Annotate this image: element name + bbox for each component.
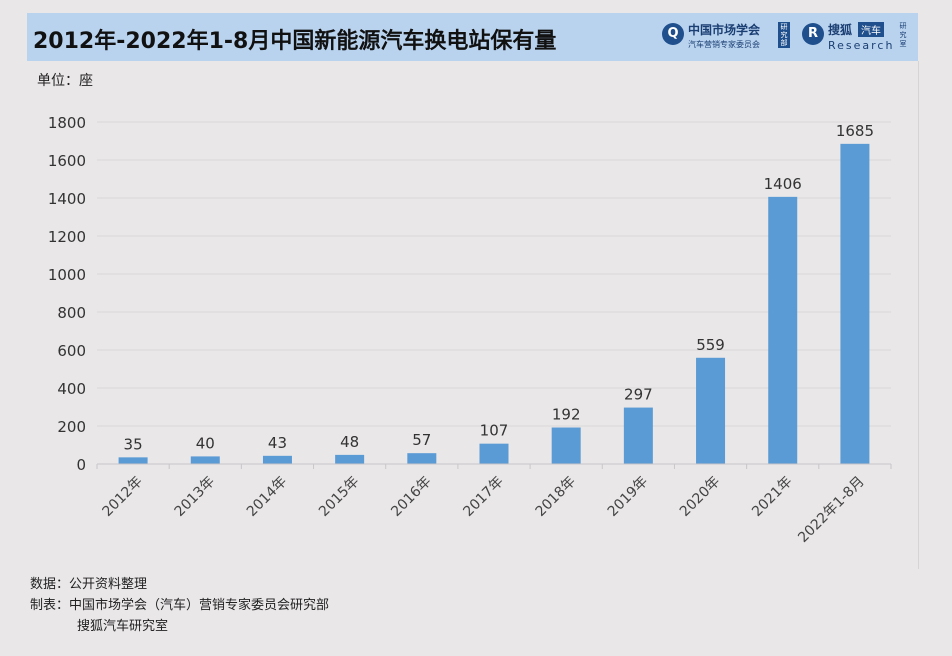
y-tick-label: 600 bbox=[57, 342, 86, 360]
x-tick-label: 2017年 bbox=[460, 474, 506, 520]
gridlines bbox=[97, 121, 891, 427]
y-tick-label: 0 bbox=[76, 456, 86, 474]
y-tick-label: 1000 bbox=[48, 266, 86, 284]
x-tick-label: 2015年 bbox=[316, 474, 362, 520]
y-tick-label: 1200 bbox=[48, 228, 86, 246]
bar bbox=[696, 357, 726, 464]
bar bbox=[479, 443, 509, 464]
data-label: 1685 bbox=[836, 122, 874, 140]
data-label: 1406 bbox=[764, 175, 802, 193]
x-tick-label: 2014年 bbox=[244, 474, 290, 520]
data-label: 107 bbox=[480, 422, 509, 440]
source-note: 数据：公开资料整理 bbox=[30, 577, 148, 592]
x-tick-label: 2022年1-8月 bbox=[795, 474, 867, 546]
unit-label: 单位：座 bbox=[37, 73, 93, 89]
y-tick-label: 800 bbox=[57, 304, 86, 322]
logo-r-icon: R bbox=[802, 23, 824, 45]
logo2-brand-text: 搜狐 bbox=[828, 23, 853, 37]
data-label: 43 bbox=[268, 434, 287, 452]
footer-notes: 数据：公开资料整理 制表：中国市场学会（汽车）营销专家委员会研究部 搜狐汽车研究… bbox=[30, 574, 329, 637]
x-tick-label: 2019年 bbox=[605, 474, 651, 520]
y-tick-label: 1600 bbox=[48, 152, 86, 170]
logo2-tag: 汽车 bbox=[858, 22, 884, 37]
data-label: 192 bbox=[552, 406, 581, 424]
x-tick-label: 2021年 bbox=[749, 474, 795, 520]
x-tick-label: 2018年 bbox=[533, 474, 579, 520]
y-tick-label: 400 bbox=[57, 380, 86, 398]
maker-note-2: 搜狐汽车研究室 bbox=[77, 619, 169, 634]
y-tick-label: 200 bbox=[57, 418, 86, 436]
bar bbox=[840, 143, 870, 464]
logo1-sub-text: 汽车营销专家委员会 bbox=[688, 40, 760, 49]
y-tick-label: 1400 bbox=[48, 190, 86, 208]
bar bbox=[623, 407, 653, 464]
bar bbox=[190, 456, 220, 464]
x-tick-label: 2012年 bbox=[100, 474, 146, 520]
data-label: 297 bbox=[624, 386, 653, 404]
x-tick-label: 2016年 bbox=[388, 474, 434, 520]
y-tick-label: 1800 bbox=[48, 114, 86, 132]
y-axis: 0 200 400 600 800 1000 1200 1400 1600 1800 bbox=[48, 114, 86, 474]
logo1-tag: 研究部 bbox=[778, 22, 790, 48]
bar bbox=[407, 453, 437, 464]
bar bbox=[551, 427, 581, 464]
bar bbox=[262, 455, 292, 464]
logo2-sub-text: Research bbox=[828, 39, 895, 52]
bar bbox=[335, 454, 365, 464]
maker-note: 制表：中国市场学会（汽车）营销专家委员会研究部 bbox=[30, 598, 330, 613]
x-tick-label: 2013年 bbox=[172, 474, 218, 520]
x-axis: 2012年 2013年 2014年 2015年 2016年 2017年 2018年 2019年… bbox=[96, 463, 892, 546]
data-label: 40 bbox=[196, 434, 215, 452]
logo1-main-text: 中国市场学会 bbox=[688, 23, 761, 37]
bar bbox=[768, 196, 798, 465]
bars: 35 40 43 48 57 107 192 297 559 1406 1685 bbox=[118, 122, 874, 465]
data-label: 57 bbox=[412, 431, 431, 449]
data-label: 48 bbox=[340, 433, 359, 451]
x-tick-label: 2020年 bbox=[677, 474, 723, 520]
bar bbox=[118, 457, 148, 464]
data-label: 35 bbox=[124, 435, 143, 453]
data-label: 559 bbox=[696, 336, 725, 354]
chart-title: 2012年-2022年1-8月中国新能源汽车换电站保有量 bbox=[33, 29, 557, 54]
logo-q-icon: Q bbox=[662, 23, 684, 45]
logo2-side-text: 研究室 bbox=[899, 22, 907, 48]
title-bar: 2012年-2022年1-8月中国新能源汽车换电站保有量 Q 中国市场学会 汽车… bbox=[27, 13, 918, 61]
